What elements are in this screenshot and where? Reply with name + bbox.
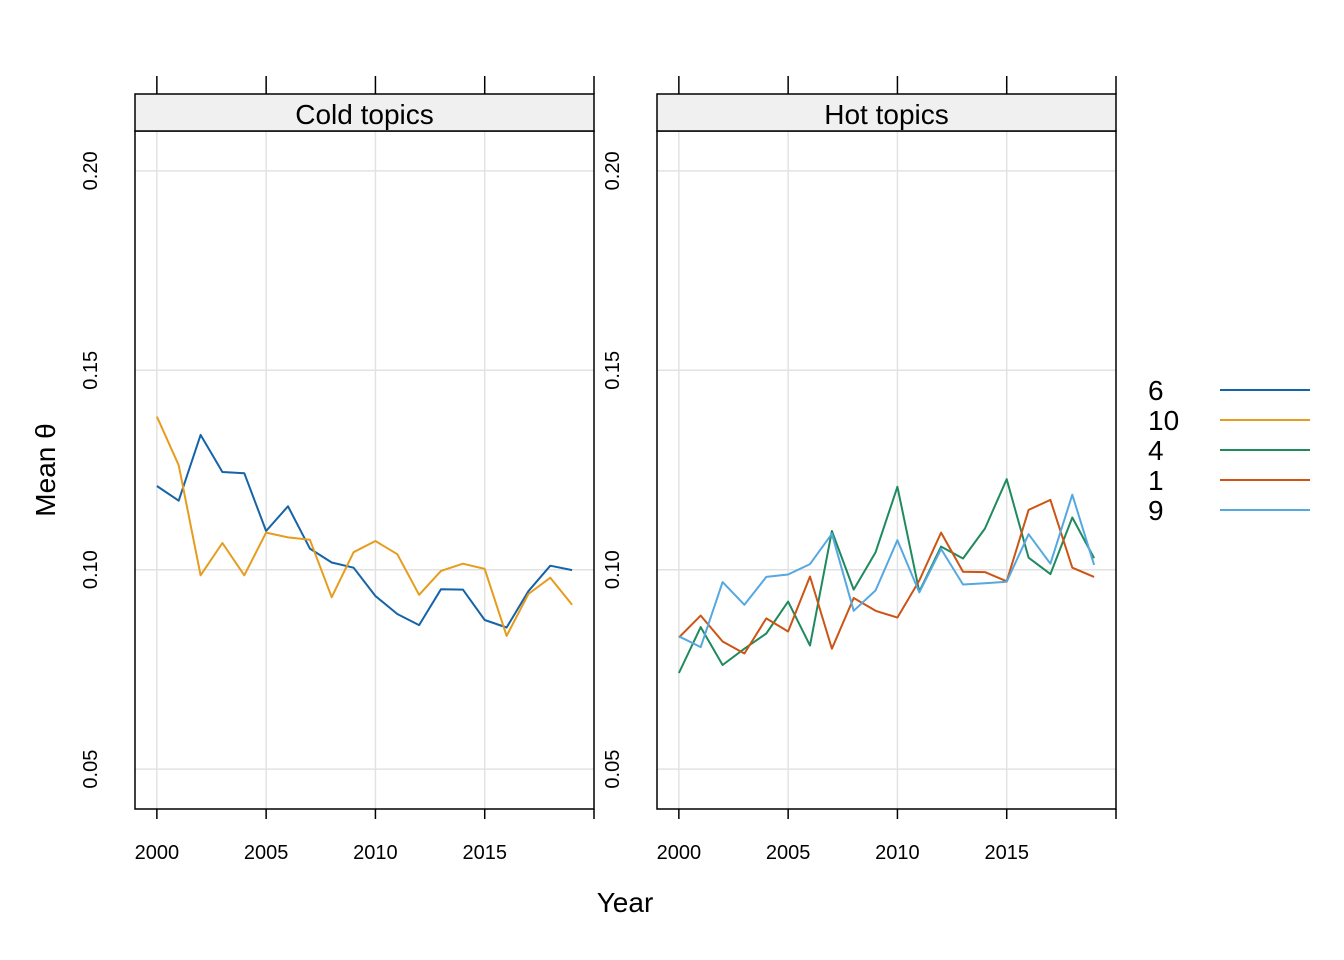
series-line-9 — [678, 493, 1096, 649]
x-tick-label: 2010 — [875, 842, 920, 864]
y-tick-label: 0.15 — [80, 351, 102, 390]
x-tick-label: 2010 — [353, 842, 398, 864]
panel-border — [134, 130, 595, 810]
x-tick-label: 2000 — [657, 842, 702, 864]
y-axis-title: Mean θ — [30, 423, 61, 516]
y-tick-label: 0.05 — [602, 750, 624, 789]
strip-header — [656, 93, 1117, 132]
legend-label-9: 9 — [1148, 495, 1164, 526]
y-tick-label: 0.20 — [80, 151, 102, 190]
strip-title: Cold topics — [295, 99, 434, 130]
series-line-1 — [678, 498, 1095, 655]
series-line-6 — [156, 433, 573, 629]
x-tick-label: 2015 — [984, 842, 1029, 864]
legend-label-6: 6 — [1148, 375, 1164, 406]
series-line-10 — [155, 416, 573, 637]
y-tick-label: 0.10 — [80, 550, 102, 589]
y-tick-label: 0.15 — [602, 351, 624, 390]
panel-2: Hot topics 2000 2005 2010 2015 0.05 0.10 0.15 0.… — [602, 76, 1117, 864]
x-tick-label: 2000 — [135, 842, 180, 864]
x-tick-label: 2005 — [244, 842, 289, 864]
y-tick-label: 0.20 — [602, 151, 624, 190]
x-tick-label: 2005 — [766, 842, 811, 864]
strip-title: Hot topics — [824, 99, 949, 130]
x-axis-title: Year — [597, 887, 654, 918]
y-tick-label: 0.10 — [602, 550, 624, 589]
panel-border — [656, 130, 1117, 810]
panel-1: Cold topics 2000 2005 2010 2015 0.05 0.10 0.15 0… — [80, 76, 595, 864]
legend-label-10: 10 — [1148, 405, 1179, 436]
legend-label-4: 4 — [1148, 435, 1164, 466]
panels: Cold topics 2000 2005 2010 2015 0.05 0.10 0.15 0… — [80, 76, 1117, 864]
x-tick-label: 2015 — [462, 842, 507, 864]
strip-header — [134, 93, 595, 132]
y-tick-label: 0.05 — [80, 750, 102, 789]
legend-label-1: 1 — [1148, 465, 1164, 496]
